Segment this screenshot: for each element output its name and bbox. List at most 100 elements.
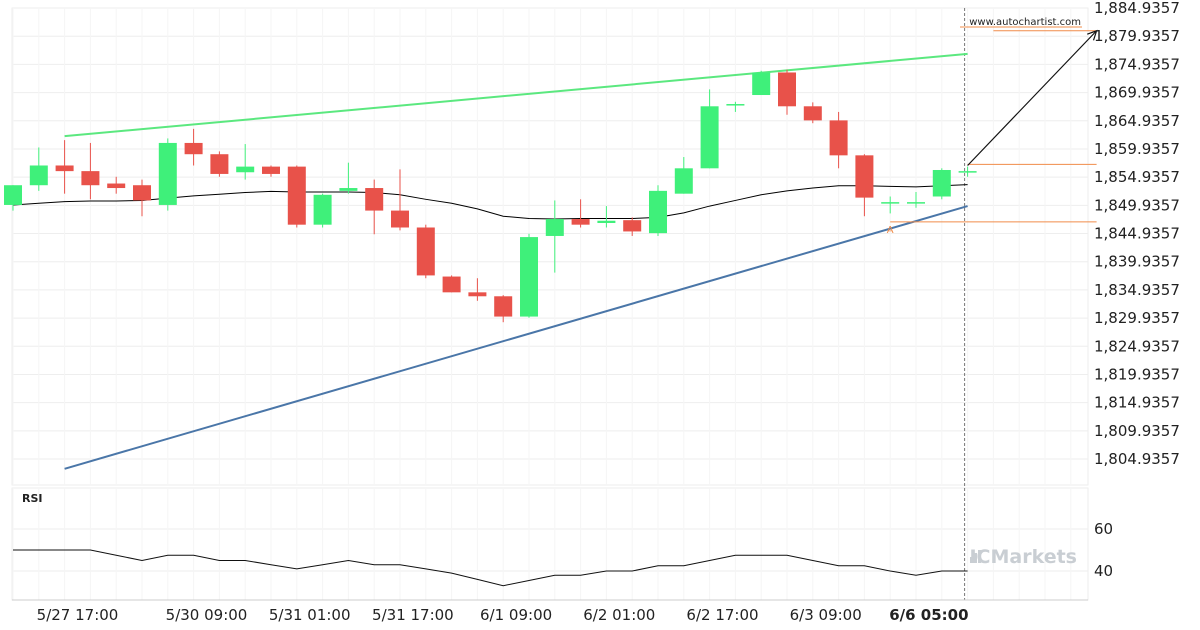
candle-body xyxy=(803,106,822,121)
support-line xyxy=(64,205,968,470)
y-tick-label: 1,844.9357 xyxy=(1094,225,1180,243)
candle-body xyxy=(494,296,513,317)
candle xyxy=(29,147,48,191)
x-tick-label: 5/30 09:00 xyxy=(166,606,248,624)
candle xyxy=(4,185,22,211)
candle xyxy=(545,200,564,273)
candle xyxy=(210,151,229,177)
y-tick-label: 1,834.9357 xyxy=(1094,281,1180,299)
candle xyxy=(520,233,538,318)
candle-body xyxy=(81,171,100,186)
candle xyxy=(571,199,590,228)
brand-bar xyxy=(974,553,977,563)
candle-body xyxy=(29,165,48,186)
candle-body xyxy=(829,120,848,156)
candle xyxy=(881,196,900,214)
candle-body xyxy=(107,183,126,189)
candle xyxy=(623,217,642,236)
candle-body xyxy=(416,227,435,276)
resistance-line xyxy=(64,52,968,138)
forecast-arrow-head xyxy=(1087,29,1098,41)
candle xyxy=(313,193,332,228)
candle xyxy=(133,179,151,217)
x-tick-label: 6/2 01:00 xyxy=(583,606,655,624)
pattern-point-marker: A xyxy=(887,225,894,236)
rsi-panel-title: RSI xyxy=(22,492,43,505)
candle xyxy=(494,295,513,323)
candle xyxy=(752,70,771,96)
candle-body xyxy=(262,166,280,174)
candle xyxy=(829,111,848,169)
candle-body xyxy=(778,72,796,107)
candle xyxy=(107,176,126,194)
bars-icon xyxy=(970,550,981,563)
candle xyxy=(855,154,874,217)
candle-body xyxy=(55,165,74,172)
candle xyxy=(803,102,822,124)
main-plot-area xyxy=(11,7,1089,486)
y-tick-label: 1,864.9357 xyxy=(1094,112,1180,130)
y-tick-label: 1,879.9357 xyxy=(1094,27,1180,45)
candle xyxy=(778,69,796,115)
candle-body xyxy=(958,171,977,173)
candle-body xyxy=(391,210,409,228)
candle xyxy=(416,224,435,279)
candle-body xyxy=(184,142,203,155)
brand-suffix: Markets xyxy=(990,546,1077,568)
candle-body xyxy=(571,219,590,225)
candle-body xyxy=(932,169,951,197)
forecast-arrow xyxy=(967,30,1098,166)
brand-bar xyxy=(978,550,981,563)
rsi-y-tick-label: 40 xyxy=(1094,562,1113,580)
rsi-y-tick-label: 60 xyxy=(1094,520,1113,538)
candle-body xyxy=(907,202,925,204)
y-tick-label: 1,874.9357 xyxy=(1094,55,1180,73)
y-tick-label: 1,854.9357 xyxy=(1094,168,1180,186)
candle xyxy=(339,162,358,194)
candle-body xyxy=(674,168,693,194)
candle-body xyxy=(468,292,487,297)
candle xyxy=(700,89,719,169)
brand-bar xyxy=(970,557,973,563)
x-tick-label: 5/31 01:00 xyxy=(269,606,351,624)
candle xyxy=(236,144,255,180)
candle-body xyxy=(4,185,22,205)
candle-body xyxy=(855,155,874,198)
y-tick-label: 1,839.9357 xyxy=(1094,253,1180,271)
candle-body xyxy=(210,154,229,174)
candle-body xyxy=(158,142,177,205)
candle xyxy=(468,278,487,301)
y-tick-label: 1,859.9357 xyxy=(1094,140,1180,158)
candle xyxy=(81,142,100,200)
svg-text:ICMarkets: ICMarkets xyxy=(969,546,1077,568)
y-tick-label: 1,809.9357 xyxy=(1094,422,1180,440)
rsi-plot-area xyxy=(11,487,1089,601)
candle-body xyxy=(597,220,616,223)
candle xyxy=(55,140,74,194)
candle-body xyxy=(545,219,564,236)
candle xyxy=(958,166,977,177)
candle xyxy=(726,101,745,112)
candle-body xyxy=(649,190,667,234)
candle-body xyxy=(700,106,719,169)
y-tick-label: 1,814.9357 xyxy=(1094,394,1180,412)
x-tick-label: 6/2 17:00 xyxy=(686,606,758,624)
rsi-line xyxy=(13,549,968,587)
candle-body xyxy=(881,202,900,204)
candle xyxy=(442,275,461,293)
y-tick-label: 1,819.9357 xyxy=(1094,365,1180,383)
y-tick-label: 1,824.9357 xyxy=(1094,337,1180,355)
candle xyxy=(184,128,203,166)
brand-prefix: IC xyxy=(969,546,990,568)
candle-body xyxy=(520,237,538,317)
candle xyxy=(365,179,384,235)
candle xyxy=(287,165,306,228)
candle-body xyxy=(365,188,384,211)
x-tick-label: 6/3 09:00 xyxy=(790,606,862,624)
brand-watermark: ICMarkets xyxy=(969,546,1077,568)
candle xyxy=(649,185,667,236)
y-tick-label: 1,884.9357 xyxy=(1094,0,1180,17)
candle-body xyxy=(133,185,151,201)
